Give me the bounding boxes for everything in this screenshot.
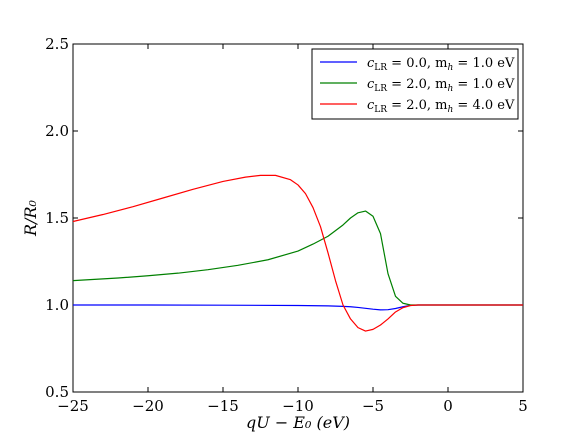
y-tick-label: 0.5 <box>45 383 69 401</box>
x-tick-label: −5 <box>362 397 384 415</box>
x-tick-label: 0 <box>443 397 453 415</box>
x-tick-label: −15 <box>207 397 239 415</box>
x-tick-label: −20 <box>132 397 164 415</box>
series-lines <box>72 174 523 332</box>
x-tick-label: −10 <box>282 397 314 415</box>
series-line-3 <box>72 174 523 332</box>
series-line-2 <box>72 210 523 306</box>
x-axis-label: qU − E₀ (eV) <box>246 413 350 432</box>
y-tick-label: 1.5 <box>45 209 69 227</box>
legend: cLR = 0.0, mh = 1.0 eV cLR = 2.0, mh = 1.… <box>311 48 519 120</box>
legend-label-3: cLR = 2.0, mh = 4.0 eV <box>367 98 515 115</box>
axis-ticks: −25 −20 −15 −10 −5 0 5 0.5 1.0 1.5 2.0 2.5 <box>45 35 528 415</box>
y-tick-label: 2.0 <box>45 122 69 140</box>
legend-label-2: cLR = 2.0, mh = 1.0 eV <box>367 77 515 94</box>
y-tick-label: 1.0 <box>45 296 69 314</box>
legend-label-1: cLR = 0.0, mh = 1.0 eV <box>367 56 515 73</box>
legend-box <box>311 48 519 120</box>
x-tick-label: 5 <box>518 397 528 415</box>
x-tick-label: −25 <box>57 397 89 415</box>
y-axis-label: R/R₀ <box>21 199 40 236</box>
y-tick-label: 2.5 <box>45 35 69 53</box>
